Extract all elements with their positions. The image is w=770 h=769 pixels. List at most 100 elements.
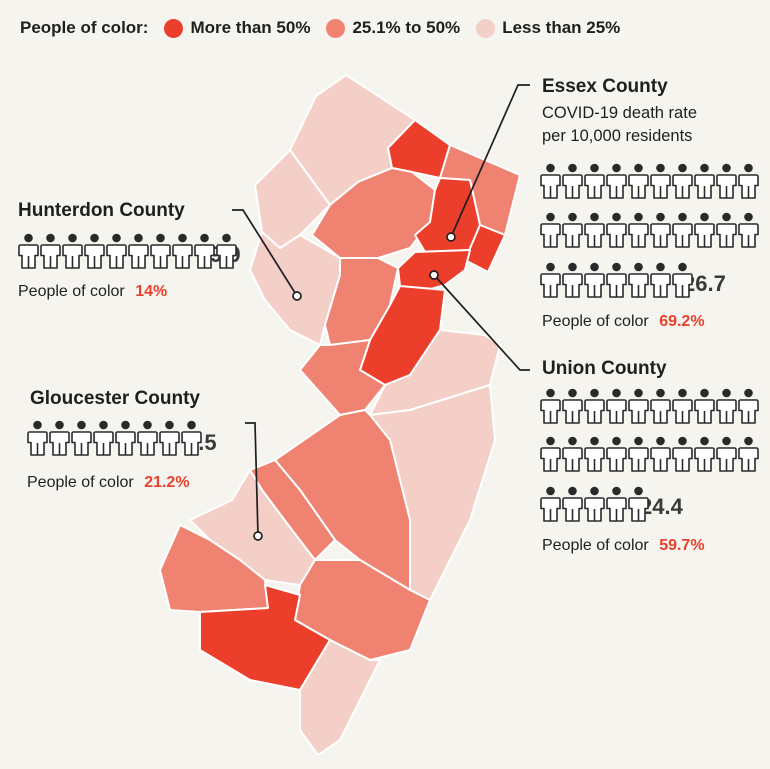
- person-icon: [628, 388, 649, 424]
- person-icon: [716, 163, 737, 199]
- person-icon: [738, 388, 759, 424]
- person-icon: [716, 388, 737, 424]
- gloucester-pct: 21.2%: [144, 474, 190, 491]
- person-icon: [27, 420, 48, 456]
- legend-item-high-label: More than 50%: [190, 18, 311, 37]
- person-icon: [540, 163, 561, 199]
- person-icon: [584, 212, 605, 248]
- legend-item-low-label: Less than 25%: [502, 18, 621, 37]
- person-icon: [672, 262, 693, 298]
- person-icon: [540, 262, 561, 298]
- hunterdon-callout: Hunterdon County: [18, 200, 185, 222]
- essex-pct-line: People of color 69.2%: [542, 313, 705, 331]
- hunterdon-people-label: People of color: [18, 283, 125, 300]
- person-icon: [93, 420, 114, 456]
- person-icon: [562, 486, 583, 522]
- person-icon: [562, 163, 583, 199]
- person-icon: [71, 420, 92, 456]
- person-icon: [106, 233, 127, 269]
- person-icon: [606, 436, 627, 472]
- person-icon: [628, 163, 649, 199]
- person-icon: [584, 436, 605, 472]
- person-icon: [716, 212, 737, 248]
- person-icon: [172, 233, 193, 269]
- person-icon: [137, 420, 158, 456]
- essex-people-row-2: [540, 212, 759, 248]
- person-icon: [540, 486, 561, 522]
- essex-subtitle-1: COVID-19 death rate: [542, 104, 697, 122]
- person-icon: [606, 388, 627, 424]
- person-icon: [540, 436, 561, 472]
- essex-title: Essex County: [542, 76, 668, 97]
- person-icon: [628, 262, 649, 298]
- person-icon: [216, 233, 237, 269]
- essex-pct: 69.2%: [659, 313, 705, 330]
- person-icon: [84, 233, 105, 269]
- person-icon: [672, 212, 693, 248]
- union-people-label: People of color: [542, 537, 649, 554]
- gloucester-title: Gloucester County: [30, 388, 200, 409]
- person-icon: [738, 212, 759, 248]
- person-icon: [150, 233, 171, 269]
- person-icon: [606, 486, 627, 522]
- person-icon: [584, 486, 605, 522]
- hunterdon-title: Hunterdon County: [18, 200, 185, 221]
- person-icon: [694, 163, 715, 199]
- person-icon: [628, 486, 649, 522]
- person-icon: [194, 233, 215, 269]
- person-icon: [628, 436, 649, 472]
- hunterdon-pct: 14%: [135, 283, 168, 300]
- person-icon: [694, 436, 715, 472]
- county-morris: [311, 167, 436, 259]
- person-icon: [584, 163, 605, 199]
- person-icon: [650, 262, 671, 298]
- person-icon: [181, 420, 202, 456]
- legend-item-mid: 25.1% to 50%: [326, 18, 460, 38]
- person-icon: [650, 163, 671, 199]
- union-people-row-3: [540, 486, 649, 522]
- gloucester-people-row: [27, 420, 202, 456]
- person-icon: [562, 436, 583, 472]
- person-icon: [716, 436, 737, 472]
- hunterdon-pct-line: People of color 14%: [18, 283, 167, 301]
- essex-marker: [446, 232, 456, 242]
- gloucester-pct-line: People of color 21.2%: [27, 474, 190, 492]
- legend-label: People of color:: [20, 18, 149, 37]
- person-icon: [628, 212, 649, 248]
- union-people-row-2: [540, 436, 759, 472]
- person-icon: [650, 436, 671, 472]
- essex-people-label: People of color: [542, 313, 649, 330]
- legend-swatch-mid: [326, 18, 346, 38]
- person-icon: [694, 212, 715, 248]
- legend-item-low: Less than 25%: [476, 18, 620, 38]
- person-icon: [738, 163, 759, 199]
- person-icon: [606, 212, 627, 248]
- hunterdon-connector-line: [232, 209, 298, 297]
- person-icon: [650, 388, 671, 424]
- person-icon: [584, 262, 605, 298]
- essex-subtitle-2: per 10,000 residents: [542, 127, 693, 145]
- person-icon: [650, 212, 671, 248]
- essex-callout: Essex County COVID-19 death rate per 10,…: [542, 76, 767, 148]
- hunterdon-marker: [292, 291, 302, 301]
- essex-people-row-3: [540, 262, 693, 298]
- essex-people-row-1: [540, 163, 759, 199]
- person-icon: [672, 163, 693, 199]
- person-icon: [128, 233, 149, 269]
- person-icon: [584, 388, 605, 424]
- union-people-row-1: [540, 388, 759, 424]
- person-icon: [159, 420, 180, 456]
- person-icon: [562, 388, 583, 424]
- gloucester-callout: Gloucester County: [30, 388, 200, 410]
- union-title: Union County: [542, 358, 667, 379]
- legend-swatch-high: [164, 18, 184, 38]
- person-icon: [694, 388, 715, 424]
- person-icon: [540, 388, 561, 424]
- person-icon: [606, 163, 627, 199]
- legend-item-mid-label: 25.1% to 50%: [352, 18, 461, 37]
- union-marker: [429, 270, 439, 280]
- county-cumberland: [199, 584, 331, 691]
- person-icon: [606, 262, 627, 298]
- essex-connector-line: [450, 84, 530, 238]
